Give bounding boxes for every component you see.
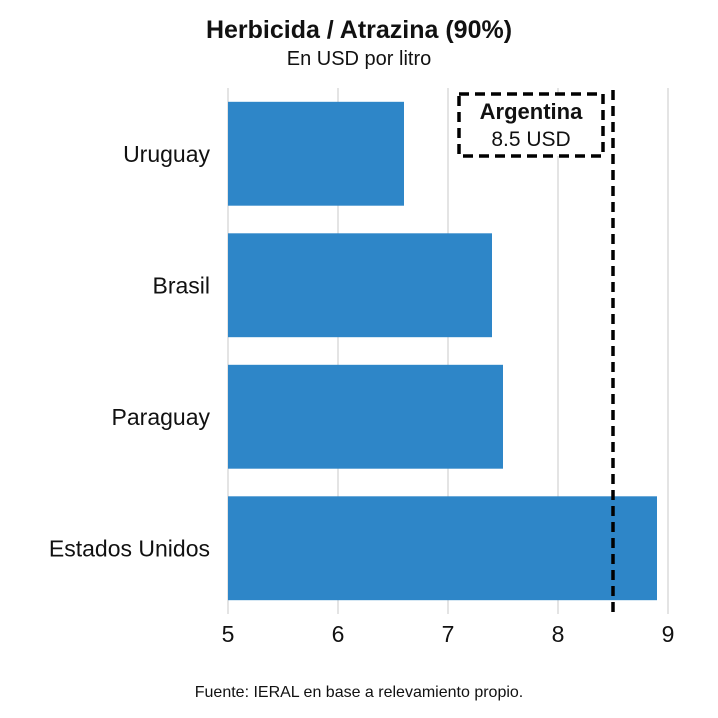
x-tick-label-3: 8 bbox=[552, 621, 565, 647]
reference-value-label: 8.5 USD bbox=[491, 128, 570, 151]
category-label-1: Brasil bbox=[152, 272, 210, 298]
bar-chart: Uruguay Brasil Paraguay Estados Unidos 5 6 7 8 9… bbox=[49, 88, 675, 647]
category-label-0: Uruguay bbox=[123, 141, 210, 167]
x-tick-label-0: 5 bbox=[222, 621, 235, 647]
bar-2 bbox=[228, 364, 503, 469]
reference-label: Argentina bbox=[480, 99, 583, 124]
chart-title: Herbicida / Atrazina (90%) bbox=[205, 16, 513, 44]
source-note: Fuente: IERAL en base a relevamiento pro… bbox=[194, 684, 524, 701]
category-label-2: Paraguay bbox=[112, 404, 211, 430]
x-tick-label-1: 6 bbox=[332, 621, 345, 647]
x-tick-label-4: 9 bbox=[662, 621, 675, 647]
category-label-3: Estados Unidos bbox=[49, 535, 210, 561]
bar-0 bbox=[228, 101, 404, 206]
chart-subtitle: En USD por litro bbox=[286, 48, 432, 70]
x-tick-label-2: 7 bbox=[442, 621, 455, 647]
bar-1 bbox=[228, 233, 492, 338]
bar-3 bbox=[228, 496, 657, 601]
reference-annotation-box bbox=[457, 92, 605, 158]
